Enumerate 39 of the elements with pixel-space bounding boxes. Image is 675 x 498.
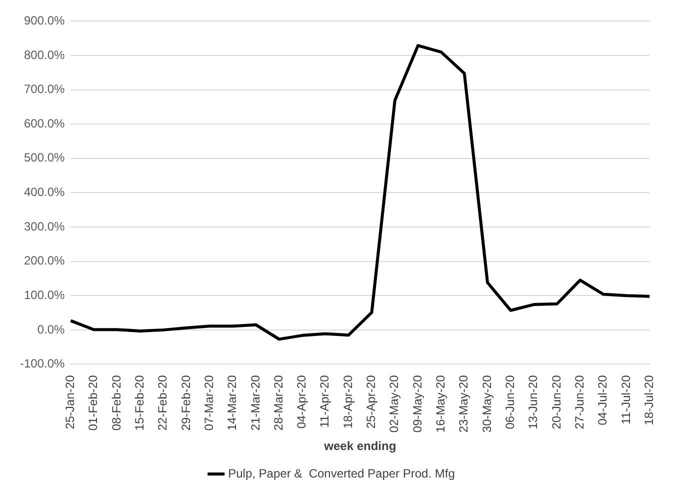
x-tick-label: 21-Mar-20 <box>248 374 262 431</box>
x-tick-label: 28-Mar-20 <box>271 374 286 431</box>
x-tick-label: 18-Apr-20 <box>340 374 355 429</box>
x-tick-label: 15-Feb-20 <box>132 374 146 431</box>
y-tick-label: 900.0% <box>24 14 66 28</box>
x-tick-label: 18-Jul-20 <box>642 374 656 426</box>
y-tick-label: 700.0% <box>24 82 66 96</box>
x-tick-label: 01-Feb-20 <box>86 374 100 431</box>
x-tick-label: 04-Jul-20 <box>596 374 610 426</box>
x-tick-label: 07-Mar-20 <box>202 374 216 431</box>
y-tick-label: 500.0% <box>24 150 66 165</box>
x-tick-label: 06-Jun-20 <box>502 374 517 430</box>
x-tick-label: 13-Jun-20 <box>526 374 540 430</box>
x-tick-label: 16-May-20 <box>434 374 448 433</box>
x-tick-label: 20-Jun-20 <box>549 374 564 430</box>
x-tick-label: 09-May-20 <box>410 374 424 433</box>
y-tick-label: 600.0% <box>24 116 66 130</box>
x-tick-label: 11-Apr-20 <box>318 374 332 428</box>
y-tick-label: 0.0% <box>37 322 66 336</box>
x-axis-title: week ending <box>323 439 396 454</box>
x-tick-label: 30-May-20 <box>480 374 494 433</box>
x-tick-label: 25-Apr-20 <box>364 374 378 429</box>
y-tick-label: 100.0% <box>24 288 66 302</box>
y-tick-label: 400.0% <box>24 185 66 200</box>
y-tick-label: 800.0% <box>24 48 66 62</box>
x-tick-label: 23-May-20 <box>456 374 471 433</box>
x-tick-label: 22-Feb-20 <box>156 374 170 431</box>
x-tick-label: 04-Apr-20 <box>294 374 309 429</box>
y-tick-label: 200.0% <box>24 254 66 268</box>
y-tick-label: 300.0% <box>24 219 66 234</box>
x-tick-label: 08-Feb-20 <box>109 374 124 431</box>
x-tick-label: 14-Mar-20 <box>225 374 240 431</box>
x-tick-label: 25-Jan-20 <box>63 374 78 430</box>
x-tick-label: 27-Jun-20 <box>572 374 586 430</box>
x-tick-label: 11-Jul-20 <box>618 374 633 424</box>
y-tick-label: -100.0% <box>20 356 66 371</box>
x-tick-label: 29-Feb-20 <box>178 374 193 431</box>
x-tick-label: 02-May-20 <box>387 374 402 433</box>
legend-label: Pulp, Paper & Converted Paper Prod. Mfg <box>228 466 455 480</box>
